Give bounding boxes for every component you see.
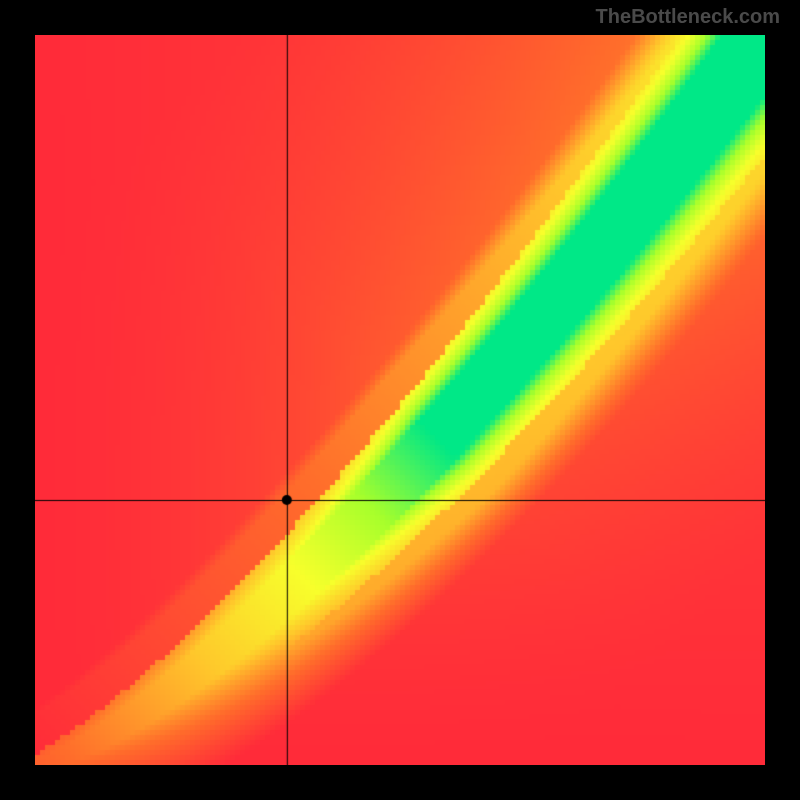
watermark-text: TheBottleneck.com — [596, 6, 780, 29]
bottleneck-heatmap — [35, 35, 765, 765]
